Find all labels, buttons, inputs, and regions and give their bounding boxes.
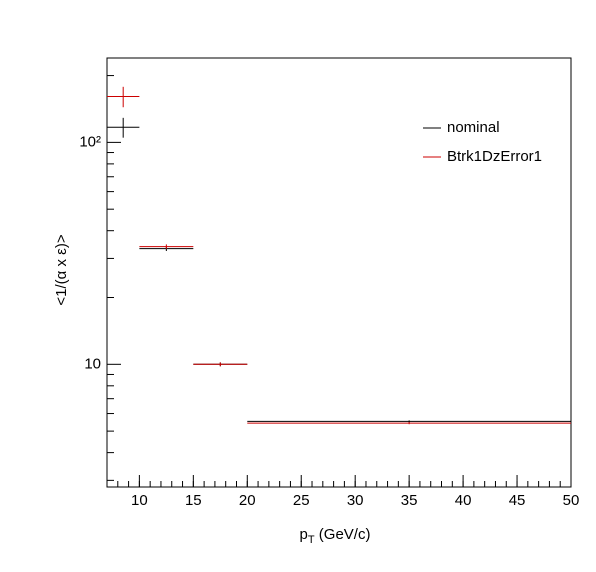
x-tick-label: 40 xyxy=(455,492,472,509)
frame xyxy=(106,57,572,488)
x-tick-label: 45 xyxy=(509,492,526,509)
x-axis-label: pT (GeV/c) xyxy=(300,526,371,546)
x-tick-label: 10 xyxy=(131,492,148,509)
legend-label: Btrk1DzError1 xyxy=(447,148,542,165)
x-tick-label: 25 xyxy=(293,492,310,509)
y-tick-label: 10 xyxy=(84,355,101,372)
x-tick-label: 50 xyxy=(563,492,580,509)
x-tick-label: 15 xyxy=(185,492,202,509)
x-tick-label: 20 xyxy=(239,492,256,509)
y-axis-label: <1/(α x ε)> xyxy=(53,234,70,305)
y-tick-label: 10² xyxy=(79,133,101,150)
x-tick-label: 35 xyxy=(401,492,418,509)
legend-label: nominal xyxy=(447,119,500,136)
x-tick-label: 30 xyxy=(347,492,364,509)
